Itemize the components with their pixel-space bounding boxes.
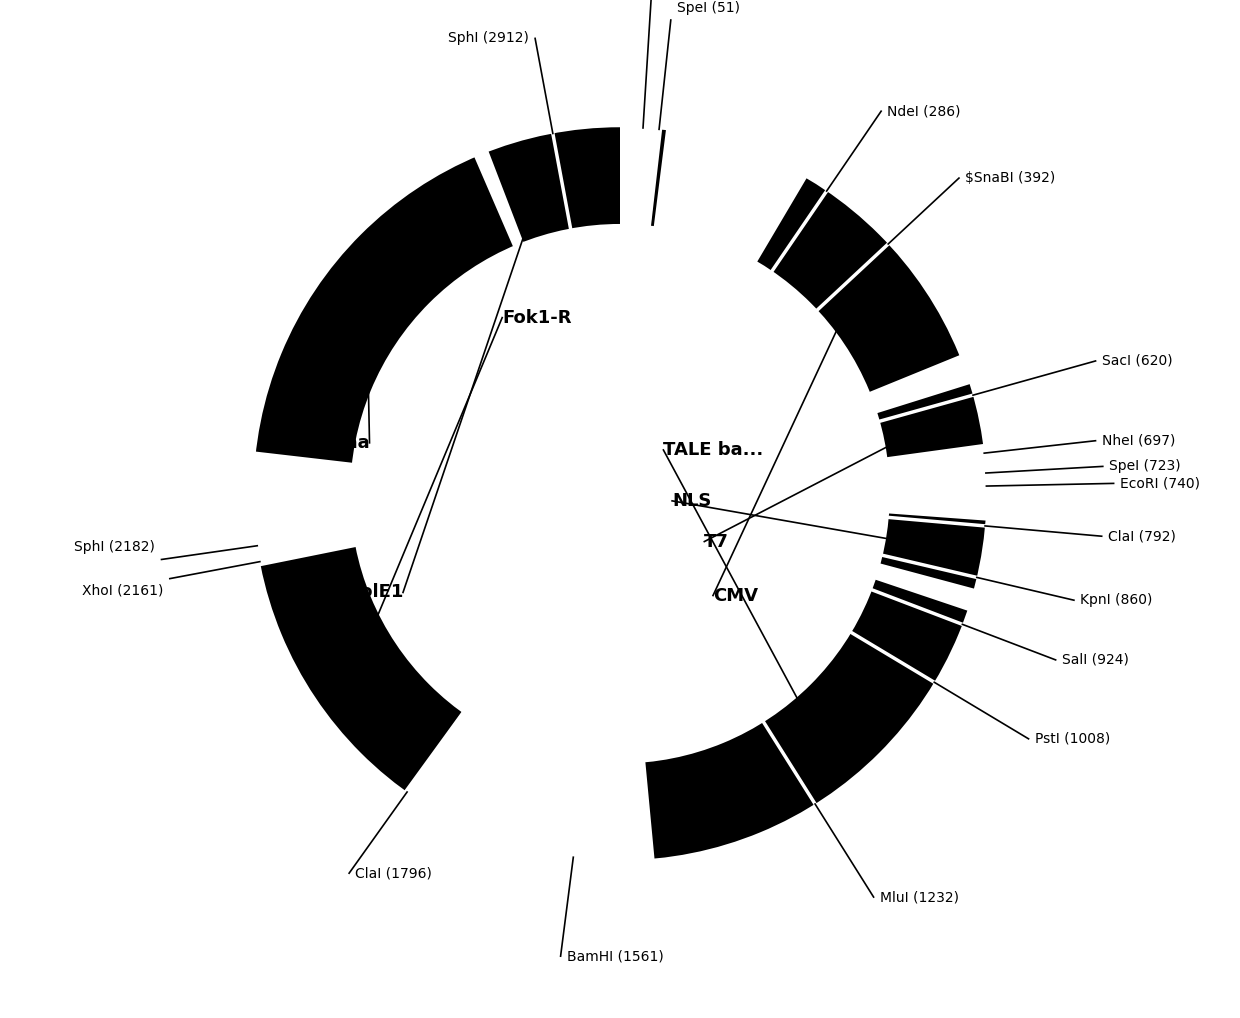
Text: T7: T7 bbox=[704, 532, 729, 551]
Wedge shape bbox=[620, 125, 662, 228]
Text: BamHI (1561): BamHI (1561) bbox=[567, 949, 663, 963]
Wedge shape bbox=[253, 127, 987, 860]
Text: SacI (620): SacI (620) bbox=[1102, 354, 1172, 367]
Text: SpeI (51): SpeI (51) bbox=[677, 1, 740, 15]
Text: NdeI (286): NdeI (286) bbox=[888, 104, 961, 118]
Text: SphI (2912): SphI (2912) bbox=[448, 32, 529, 46]
Text: TALE ba...: TALE ba... bbox=[663, 441, 764, 459]
Text: ColE1: ColE1 bbox=[347, 583, 403, 602]
Text: NLS: NLS bbox=[672, 492, 712, 510]
Wedge shape bbox=[653, 128, 807, 264]
Wedge shape bbox=[474, 150, 525, 248]
Text: $SnaBI (392): $SnaBI (392) bbox=[965, 171, 1055, 185]
Text: SpeI (723): SpeI (723) bbox=[1109, 459, 1180, 473]
Text: NheI (697): NheI (697) bbox=[1101, 434, 1176, 448]
Text: XhoI (2161): XhoI (2161) bbox=[82, 583, 164, 598]
Wedge shape bbox=[868, 354, 972, 413]
Text: ClaI (1796): ClaI (1796) bbox=[356, 866, 433, 881]
Text: Kana: Kana bbox=[319, 434, 370, 452]
Wedge shape bbox=[403, 711, 655, 862]
Text: PstI (1008): PstI (1008) bbox=[1034, 732, 1110, 746]
Text: MluI (1232): MluI (1232) bbox=[880, 890, 959, 904]
Text: SalI (924): SalI (924) bbox=[1061, 653, 1128, 667]
Text: KpnI (860): KpnI (860) bbox=[1080, 593, 1152, 607]
Wedge shape bbox=[874, 563, 976, 611]
Wedge shape bbox=[252, 451, 357, 567]
Text: EcoRI (740): EcoRI (740) bbox=[1120, 476, 1200, 491]
Wedge shape bbox=[885, 444, 988, 521]
Text: SphI (2182): SphI (2182) bbox=[74, 541, 155, 555]
Text: ClaI (792): ClaI (792) bbox=[1107, 529, 1176, 544]
Text: CMV: CMV bbox=[713, 586, 758, 605]
Text: Fok1-R: Fok1-R bbox=[502, 308, 572, 327]
